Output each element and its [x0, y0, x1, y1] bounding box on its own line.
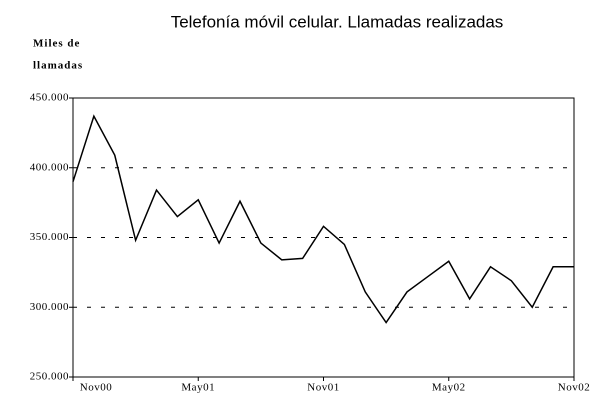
y-tick-label: 350.000 — [30, 231, 69, 243]
y-tick-label: 400.000 — [30, 161, 69, 173]
x-tick-label: Nov02 — [558, 382, 590, 394]
y-tick-label: 450.000 — [30, 92, 69, 104]
x-tick-label: Nov00 — [80, 382, 112, 394]
plot-frame — [72, 97, 575, 378]
x-tick-label: May02 — [432, 382, 466, 394]
chart-title: Telefonía móvil celular. Llamadas realiz… — [171, 12, 504, 31]
y-tick-label: 300.000 — [30, 301, 69, 313]
line-series — [72, 114, 574, 324]
y-tick-label: 250.000 — [30, 371, 69, 383]
x-tick-label: Nov01 — [307, 382, 339, 394]
y-axis-label: Miles de — [33, 38, 80, 50]
y-axis-label: llamadas — [33, 60, 83, 72]
x-tick-label: May01 — [181, 382, 215, 394]
